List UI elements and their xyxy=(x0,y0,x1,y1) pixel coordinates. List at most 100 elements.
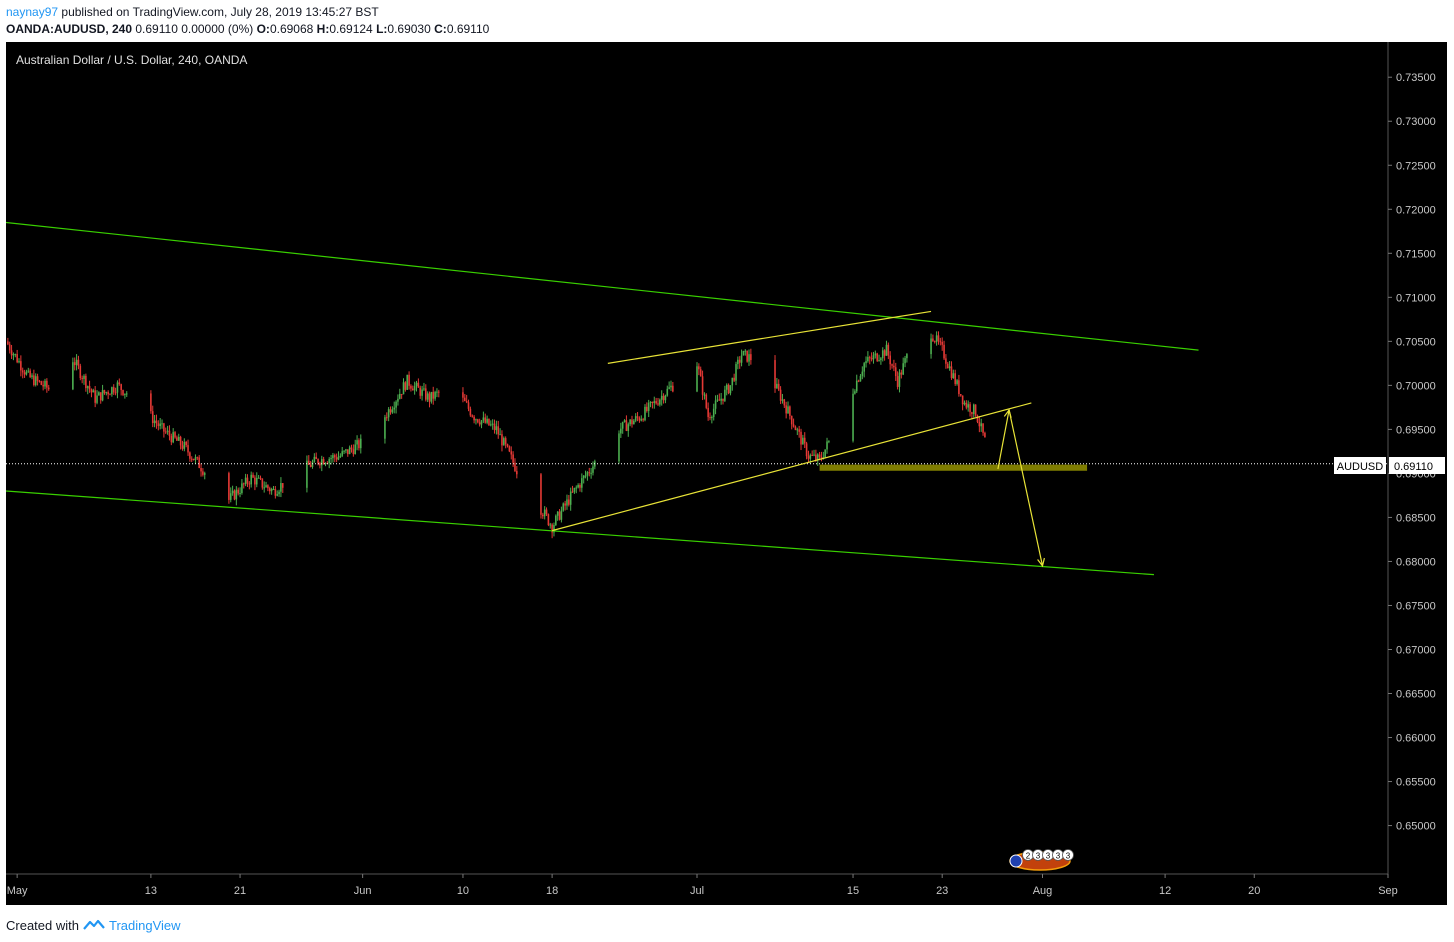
candle-body xyxy=(503,438,505,446)
candle-body xyxy=(562,503,565,511)
candle-body xyxy=(493,423,496,431)
candle-body xyxy=(789,406,791,416)
candle-body xyxy=(889,355,891,365)
candle-body xyxy=(750,354,752,361)
y-tick-label: 0.68000 xyxy=(1396,556,1436,568)
x-tick-label: 13 xyxy=(145,885,157,897)
candle-body xyxy=(79,365,82,379)
candle-body xyxy=(415,382,418,387)
candle-body xyxy=(640,419,643,421)
y-tick-label: 0.72500 xyxy=(1396,160,1436,172)
candle-body xyxy=(718,399,721,401)
candle-body xyxy=(395,401,397,408)
candle-body xyxy=(122,390,124,395)
candle-body xyxy=(385,417,388,419)
time-axis[interactable]: May 13 21 Jun 10 18 Jul 15 23 Aug 12 20 Sep xyxy=(7,874,1398,897)
candle-body xyxy=(803,437,806,444)
author-link[interactable]: naynay97 xyxy=(6,5,59,19)
candle-body xyxy=(540,474,542,515)
candle-body xyxy=(712,408,715,417)
candle-body xyxy=(359,438,362,449)
candle-body xyxy=(785,405,787,414)
candle-body xyxy=(491,423,494,425)
candle-body xyxy=(664,395,667,401)
candle-body xyxy=(740,355,743,363)
candle-body xyxy=(620,428,622,434)
candle-body xyxy=(177,436,180,441)
candle-body xyxy=(956,380,958,384)
candle-body xyxy=(649,401,652,403)
candle-body xyxy=(896,376,899,387)
candle-body xyxy=(116,382,119,393)
candle-body xyxy=(543,509,546,517)
candle-body xyxy=(8,344,11,351)
candle-body xyxy=(306,460,308,488)
candle-body xyxy=(802,437,804,445)
candle-body xyxy=(495,426,498,431)
candle-body xyxy=(118,382,121,385)
candle-body xyxy=(581,478,583,488)
candle-body xyxy=(872,355,875,360)
candle-body xyxy=(633,420,635,425)
candle-body xyxy=(653,401,656,404)
candle-body xyxy=(231,490,234,494)
candle-body xyxy=(577,485,579,488)
candle-body xyxy=(545,509,548,515)
candle-body xyxy=(73,362,76,366)
chart-container[interactable]: 0.73500 0.73000 0.72500 0.72000 0.71500 0.710… xyxy=(6,42,1447,905)
candle-body xyxy=(625,420,628,431)
candle-body xyxy=(190,458,193,460)
candle-body xyxy=(948,366,951,369)
candle-body xyxy=(241,483,243,494)
candle-body xyxy=(94,390,96,403)
wedge-lower-line xyxy=(551,402,1032,532)
candle-body xyxy=(419,387,422,396)
candle-body xyxy=(425,388,427,400)
candle-body xyxy=(384,417,386,439)
candle-body xyxy=(233,490,236,500)
candle-body xyxy=(638,417,641,421)
candle-body xyxy=(411,388,414,391)
candle-body xyxy=(417,382,420,388)
candle-body xyxy=(36,376,39,381)
candle-body xyxy=(235,489,238,500)
candle-body xyxy=(183,441,186,449)
candle-body xyxy=(332,455,334,459)
candle-body xyxy=(555,515,557,526)
y-tick-label: 0.70500 xyxy=(1396,336,1436,348)
event-dot xyxy=(1062,849,1074,861)
candle-body xyxy=(328,459,331,464)
candle-body xyxy=(478,422,481,425)
candle-body xyxy=(389,409,392,413)
candle-body xyxy=(499,434,501,436)
candle-body xyxy=(716,399,719,401)
event-count: 3 xyxy=(1046,852,1051,861)
candle-body xyxy=(504,438,507,445)
chart-title: Australian Dollar / U.S. Dollar, 240, OA… xyxy=(16,53,247,67)
symbol-badge-bg xyxy=(1334,457,1386,474)
candle-body xyxy=(984,432,986,438)
candle-body xyxy=(469,408,472,416)
candle-body xyxy=(707,407,709,418)
low-value: 0.69030 xyxy=(387,22,431,36)
candle-body xyxy=(464,397,466,402)
candle-body xyxy=(124,393,126,395)
candle-body xyxy=(250,474,252,485)
candle-body xyxy=(787,406,789,414)
candle-body xyxy=(748,354,750,362)
price-chart[interactable]: 0.73500 0.73000 0.72500 0.72000 0.71500 0.710… xyxy=(6,42,1447,905)
candle-body xyxy=(662,395,665,401)
candle-body xyxy=(781,399,784,401)
event-count: 3 xyxy=(1066,852,1071,861)
candle-body xyxy=(324,463,327,465)
candle-body xyxy=(194,457,197,461)
candle-body xyxy=(471,415,474,417)
candle-body xyxy=(796,429,799,431)
candle-body xyxy=(166,430,169,432)
candle-body xyxy=(486,418,488,423)
tradingview-brand-link[interactable]: TradingView xyxy=(108,917,181,933)
candle-body xyxy=(23,372,26,375)
candle-body xyxy=(805,443,808,457)
close-value: 0.69110 xyxy=(446,22,490,36)
